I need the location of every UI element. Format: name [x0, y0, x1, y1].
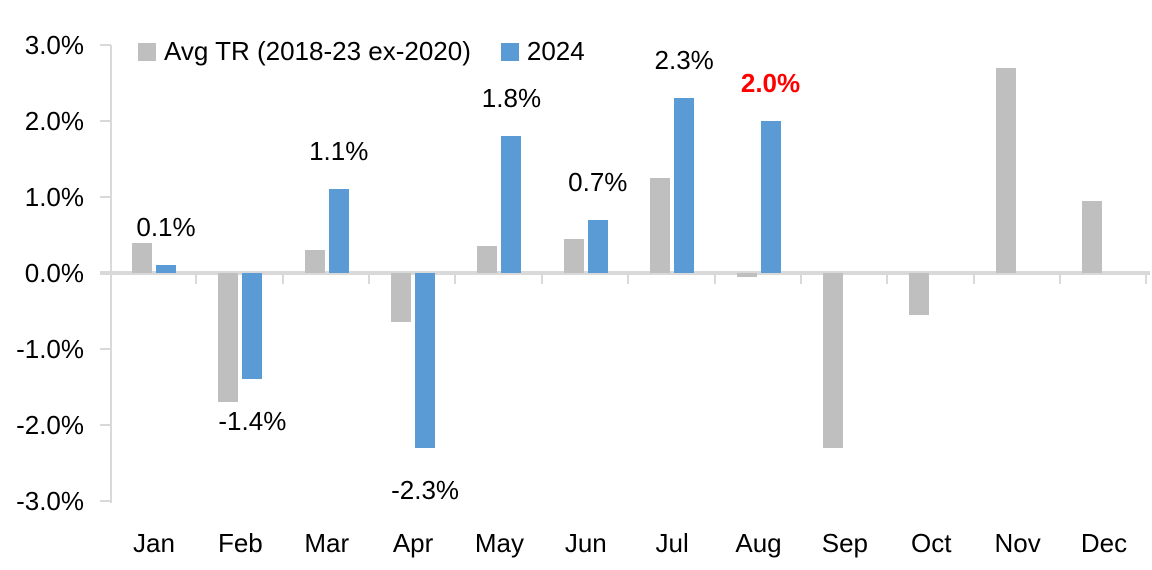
bar-2024-jun: [587, 219, 608, 273]
bar-avg-tr-aug: [736, 273, 757, 277]
x-axis-label-mar: Mar: [304, 528, 350, 558]
legend-label-2024: 2024: [526, 36, 585, 66]
x-axis-tick: [1145, 275, 1148, 284]
bar-avg-tr-jun: [563, 238, 584, 273]
x-axis-tick: [540, 275, 543, 284]
x-axis-line: [100, 271, 1150, 275]
legend-swatch-avg-tr: [138, 43, 156, 61]
x-axis-label-jun: Jun: [564, 528, 607, 558]
bar-avg-tr-jul: [650, 178, 671, 273]
x-axis-tick: [195, 275, 198, 284]
bar-2024-jul: [674, 98, 695, 273]
data-label-jul: 2.3%: [654, 45, 714, 76]
y-axis-tick-label: 0.0%: [24, 258, 84, 288]
x-axis-label-feb: Feb: [217, 528, 263, 558]
y-axis-tick: [100, 500, 111, 502]
x-axis-label-oct: Oct: [911, 528, 952, 558]
bar-2024-may: [501, 136, 522, 273]
bar-2024-feb: [242, 273, 263, 380]
legend-entry-2024: 2024: [500, 36, 585, 66]
bar-avg-tr-nov: [995, 67, 1016, 273]
bar-avg-tr-feb: [218, 273, 239, 403]
bar-2024-mar: [328, 189, 349, 273]
bar-2024-aug: [760, 121, 781, 273]
data-label-mar: 1.1%: [309, 136, 369, 167]
x-axis-tick: [281, 275, 284, 284]
data-label-feb: -1.4%: [218, 406, 287, 437]
y-axis-tick: [100, 196, 111, 198]
x-axis-tick: [368, 275, 371, 284]
x-axis-tick: [713, 275, 716, 284]
bar-avg-tr-may: [477, 246, 498, 273]
x-axis-tick: [799, 275, 802, 284]
data-label-jun: 0.7%: [568, 166, 628, 197]
chart-legend: Avg TR (2018-23 ex-2020) 2024: [138, 36, 585, 66]
x-axis-label-dec: Dec: [1080, 528, 1128, 558]
x-axis-tick: [972, 275, 975, 284]
y-axis-tick: [100, 44, 111, 46]
legend-entry-avg-tr: Avg TR (2018-23 ex-2020): [138, 36, 471, 66]
x-axis-label-sep: Sep: [821, 528, 868, 558]
x-axis-tick: [1058, 275, 1061, 284]
y-axis-tick-label: -3.0%: [16, 486, 84, 516]
data-label-aug: 2.0%: [740, 68, 801, 98]
y-axis-tick-label: 1.0%: [24, 182, 84, 212]
bar-avg-tr-jan: [132, 242, 152, 273]
bar-avg-tr-mar: [304, 250, 325, 273]
y-axis-tick-label: -2.0%: [16, 410, 84, 440]
x-axis-label-nov: Nov: [994, 528, 1041, 558]
y-axis-tick-label: 3.0%: [24, 30, 84, 60]
x-axis-label-apr: Apr: [392, 528, 434, 558]
legend-swatch-2024: [500, 43, 519, 61]
y-axis-tick: [100, 120, 111, 122]
x-axis-tick: [886, 275, 889, 284]
bar-2024-apr: [415, 273, 436, 448]
x-axis-tick: [454, 275, 457, 284]
data-label-apr: -2.3%: [391, 474, 460, 505]
x-axis-label-may: May: [474, 528, 524, 558]
bar-2024-jan: [156, 265, 176, 273]
x-axis-label-jan: Jan: [133, 528, 175, 558]
legend-label-avg-tr: Avg TR (2018-23 ex-2020): [164, 36, 471, 66]
bar-avg-tr-apr: [391, 273, 412, 323]
x-axis-label-jul: Jul: [655, 528, 689, 558]
data-label-jan: 0.1%: [136, 212, 196, 243]
x-axis-label-aug: Aug: [735, 528, 782, 558]
y-axis-tick: [100, 272, 111, 274]
x-axis-tick: [627, 275, 630, 284]
bar-avg-tr-dec: [1081, 200, 1102, 273]
y-axis-tick: [100, 424, 111, 426]
bar-avg-tr-sep: [822, 273, 843, 448]
y-axis-tick-label: 2.0%: [24, 106, 84, 136]
y-axis-tick: [100, 348, 111, 350]
bar-avg-tr-oct: [909, 273, 930, 315]
data-label-may: 1.8%: [481, 83, 542, 114]
y-axis-tick-label: -1.0%: [16, 334, 84, 364]
